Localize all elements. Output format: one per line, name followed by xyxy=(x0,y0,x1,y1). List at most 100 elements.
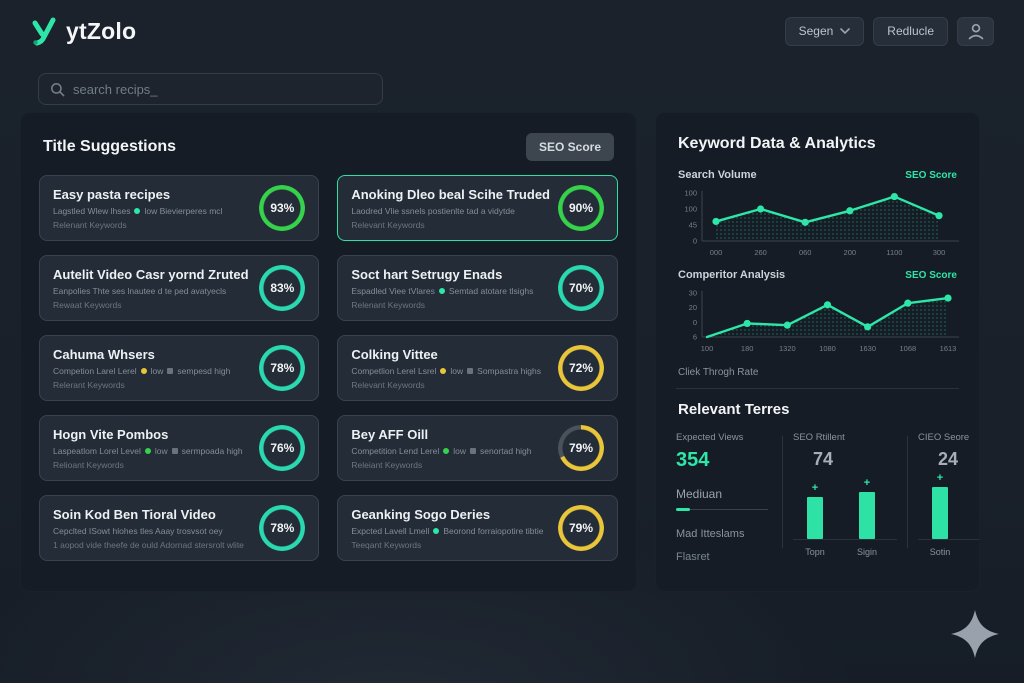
suggestions-heading: Title Suggestions xyxy=(43,138,177,155)
card-line2: Relenant Keywords xyxy=(351,299,426,310)
chevron-down-icon xyxy=(840,28,851,34)
ring-score: 79% xyxy=(568,521,594,535)
search-bar[interactable] xyxy=(38,73,383,105)
card-text: Anoking Dleo beal Scihe Truded Laodred V… xyxy=(351,187,550,230)
stat-bar: + xyxy=(795,482,835,539)
card-text: Cahuma Whsers Competion Larel Lerel low se… xyxy=(53,347,251,390)
seo-score-badge-2[interactable]: SEO Score xyxy=(905,270,957,281)
suggestion-card[interactable]: Easy pasta recipes Lagstled Wlew lhses lo… xyxy=(39,175,320,241)
suggestion-card[interactable]: Autelit Video Casr yornd Zruted Eanpolie… xyxy=(39,255,320,321)
median-slider[interactable] xyxy=(676,508,768,511)
meta-dot xyxy=(134,207,141,214)
stat-sub1: Mad Itteslams xyxy=(676,528,745,540)
bar-rect xyxy=(807,497,823,539)
card-line2: Rewaat Keywords xyxy=(53,299,122,310)
svg-text:1080: 1080 xyxy=(819,344,836,353)
suggestion-card[interactable]: Hogn Vite Pombos Laspeatlom Lorel Level l… xyxy=(39,415,320,481)
suggestion-card[interactable]: Anoking Dleo beal Scihe Truded Laodred V… xyxy=(337,175,618,241)
card-text: Soct hart Setrugy Enads Espadled Viee tV… xyxy=(351,267,550,310)
card-line2: Relioant Keywords xyxy=(53,459,124,470)
meta-text: Lagstled Wlew lhses xyxy=(53,205,131,216)
suggestion-card[interactable]: Cahuma Whsers Competion Larel Lerel low se… xyxy=(39,335,320,401)
plus-icon: + xyxy=(811,482,819,494)
seo-ring: 93% xyxy=(259,185,305,231)
svg-text:1613: 1613 xyxy=(940,344,957,353)
card-meta: Laodred Vlie ssnels postienlte tad a vid… xyxy=(351,206,550,216)
card-text: Autelit Video Casr yornd Zruted Eanpolie… xyxy=(53,267,251,310)
meta-text: senortad high xyxy=(480,445,532,456)
card-meta: Eanpolies Thte ses lnautee d te ped avat… xyxy=(53,286,251,296)
meta-text: Eanpolies Thte ses lnautee d te ped avat… xyxy=(53,285,227,296)
card-text: Hogn Vite Pombos Laspeatlom Lorel Level l… xyxy=(53,427,251,470)
suggestion-card[interactable]: Soin Kod Ben Tioral Video Cepclted ISowt… xyxy=(39,495,320,561)
suggestion-card[interactable]: Geanking Sogo Deries Expcted Lavell Lmel… xyxy=(337,495,618,561)
expected-views-label: Expected Views xyxy=(676,432,744,443)
svg-text:100: 100 xyxy=(701,344,714,353)
card-title: Soct hart Setrugy Enads xyxy=(351,266,503,282)
meta-text: Laodred Vlie ssnels postienlte tad a vid… xyxy=(351,205,515,216)
card-meta: Lagstled Wlew lhses low Bievierperes mcl xyxy=(53,206,251,216)
profile-button[interactable] xyxy=(957,16,994,46)
bar-rect xyxy=(932,487,948,539)
card-meta: Competion Larel Lerel low sempesd high xyxy=(53,366,251,376)
card-text: Bey AFF Oill Competition Lend Lerel low se… xyxy=(351,427,550,470)
suggestion-card[interactable]: Bey AFF Oill Competition Lend Lerel low se… xyxy=(337,415,618,481)
relevant-terms-heading: Relevant Terres xyxy=(678,401,790,418)
meta-square xyxy=(171,447,178,454)
header: ytZolo Segen Redlucle xyxy=(0,0,1024,62)
segen-dropdown[interactable]: Segen xyxy=(784,16,865,46)
meta-dot xyxy=(443,447,450,454)
meta-text: low xyxy=(154,445,168,456)
svg-text:100: 100 xyxy=(684,189,697,198)
svg-text:200: 200 xyxy=(844,248,857,257)
ring-score: 78% xyxy=(270,361,295,375)
divider xyxy=(676,388,959,389)
card-meta: Expcted Lavell Lmell Beorond forraiopotir… xyxy=(351,526,550,536)
redlucle-button[interactable]: Redlucle xyxy=(873,16,948,46)
seo-score-badge-1[interactable]: SEO Score xyxy=(905,170,957,181)
cieo-score-label: CIEO Seore xyxy=(918,432,970,443)
expected-views-value: 354 xyxy=(676,449,710,471)
meta-dot xyxy=(440,367,447,374)
card-meta: Competition Lend Lerel low senortad high xyxy=(351,446,550,456)
svg-text:260: 260 xyxy=(754,248,767,257)
stat-bar: + xyxy=(920,472,960,539)
meta-text: Competlion Lerel Lsrel xyxy=(351,365,437,376)
card-title: Hogn Vite Pombos xyxy=(53,426,169,442)
sparkle-icon[interactable] xyxy=(949,608,1001,660)
card-meta: Espadled Viee tVlares Semtad atotare tlsi… xyxy=(351,286,550,296)
seo-ring: 79% xyxy=(558,505,604,551)
card-text: Colking Vittee Competlion Lerel Lsrel low… xyxy=(351,347,550,390)
bar-label: Sotin xyxy=(929,547,951,557)
meta-text: low xyxy=(453,445,466,456)
meta-text: sermpoada high xyxy=(181,445,243,456)
seo-ring: 83% xyxy=(259,265,305,311)
stat-bar: + xyxy=(847,477,887,539)
ring-score: 70% xyxy=(568,281,594,295)
ring-score: 76% xyxy=(270,441,295,455)
cieo-score-bars: + xyxy=(918,472,979,540)
seo-score-button[interactable]: SEO Score xyxy=(525,133,614,161)
suggestion-card[interactable]: Soct hart Setrugy Enads Espadled Viee tV… xyxy=(337,255,618,321)
svg-text:000: 000 xyxy=(710,248,723,257)
card-title: Cahuma Whsers xyxy=(53,346,155,362)
bar-rect xyxy=(859,492,875,539)
ring-score: 83% xyxy=(270,281,295,295)
cieo-score-value: 24 xyxy=(938,449,959,469)
search-input[interactable] xyxy=(73,81,371,97)
ring-score: 93% xyxy=(270,201,295,215)
meta-square xyxy=(470,447,476,454)
meta-text: low Bievierperes mcl xyxy=(144,205,223,216)
competitor-header: Comperitor Analysis SEO Score xyxy=(678,269,957,281)
meta-text: low xyxy=(450,365,464,376)
meta-text: Sompastra highs xyxy=(477,365,541,376)
analytics-heading: Keyword Data & Analytics xyxy=(678,135,876,152)
svg-text:0: 0 xyxy=(693,237,697,246)
meta-text: Semtad atotare tlsighs xyxy=(448,285,534,296)
meta-text: Cepclted ISowt hlohes tles Aaay trosvsot… xyxy=(53,525,223,536)
suggestion-card[interactable]: Colking Vittee Competlion Lerel Lsrel low… xyxy=(337,335,618,401)
seo-metric-value: 74 xyxy=(813,449,834,469)
median-label: Mediuan xyxy=(676,487,723,501)
logo-icon xyxy=(32,17,56,45)
svg-text:180: 180 xyxy=(741,344,754,353)
